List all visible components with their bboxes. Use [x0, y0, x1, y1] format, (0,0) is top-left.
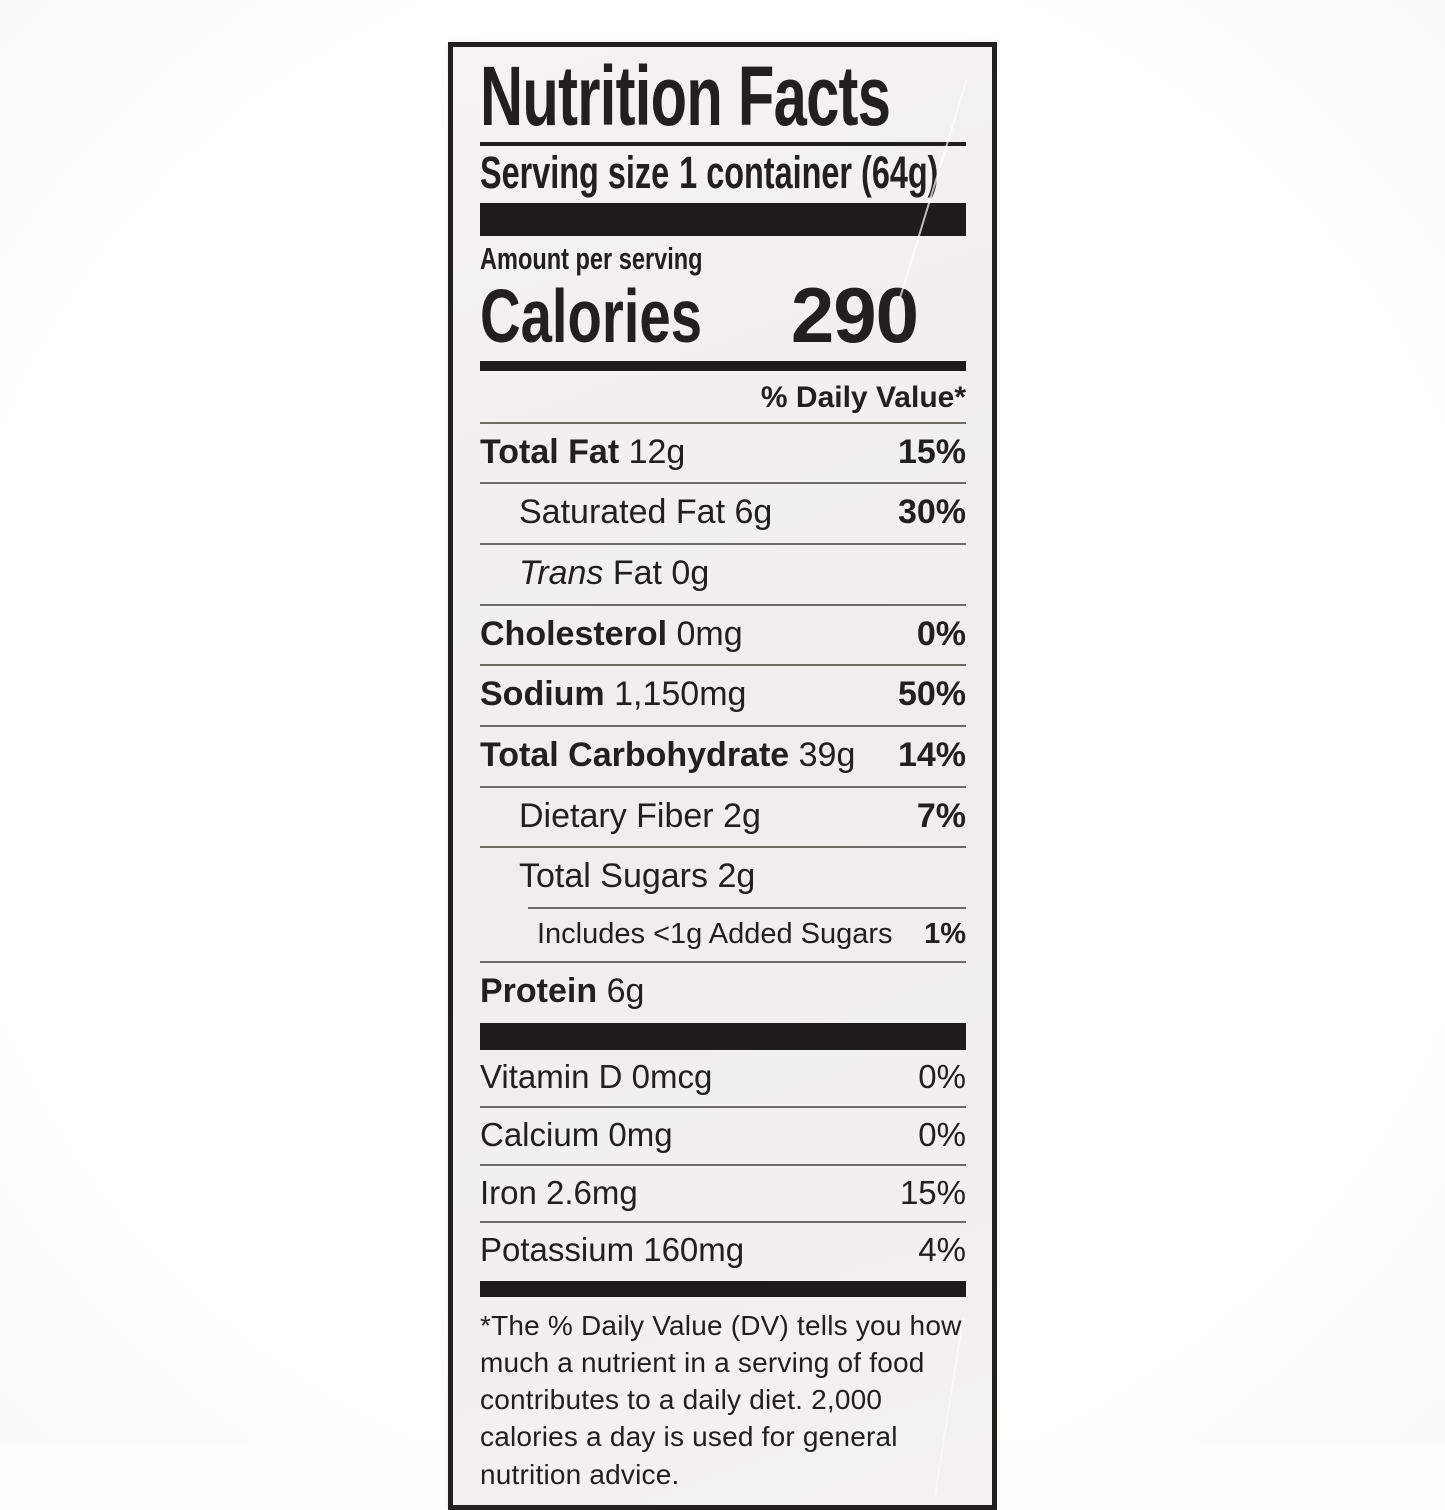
serving-size-label: Serving size [480, 146, 670, 198]
separator-line [480, 542, 966, 545]
separator-line [480, 664, 966, 667]
calories-value: 290 [790, 270, 919, 359]
separator-line [480, 421, 966, 424]
daily-value-percent: 0% [918, 1058, 966, 1096]
nutrient-name: Potassium 160mg [480, 1231, 745, 1269]
nutrient-row-saturated-fat-6g: Saturated Fat 6g 30% [480, 484, 966, 543]
title-rule [480, 141, 966, 146]
daily-value-percent: 7% [916, 796, 966, 835]
nutrient-row-trans-fat-0g: Trans Fat 0g [480, 545, 966, 604]
nutrient-row-sodium: Sodium 1,150mg 50% [480, 666, 966, 725]
daily-value-header: % Daily Value* [760, 380, 966, 414]
nutrient-name: Protein 6g [480, 971, 645, 1010]
daily-value-footnote: *The % Daily Value (DV) tells you how mu… [480, 1309, 962, 1490]
nutrient-row-dietary-fiber-2g: Dietary Fiber 2g 7% [480, 788, 966, 847]
vitamin-row-potassium: Potassium 160mg 4% [480, 1223, 966, 1279]
amount-per-serving: Amount per serving [480, 241, 703, 277]
serving-size-value: 1 container (64g) [679, 146, 939, 198]
daily-value-percent: 0% [918, 1115, 966, 1153]
nutrient-row-total-fat: Total Fat 12g 15% [480, 424, 966, 483]
daily-value-percent: 15% [897, 432, 966, 471]
divider-bar-calories [480, 360, 966, 371]
nutrient-row-total-carbohydrate: Total Carbohydrate 39g 14% [480, 727, 966, 786]
nutrient-name: Total Fat 12g [480, 432, 686, 471]
separator-line [480, 725, 966, 728]
nutrient-row-protein: Protein 6g [480, 963, 966, 1022]
nutrient-name: Saturated Fat 6g [519, 493, 773, 532]
label-title-text: Nutrition Facts [480, 49, 891, 143]
serving-size-row: Serving size 1 container (64g) [480, 149, 966, 196]
daily-value-percent: 30% [897, 493, 966, 532]
separator-line [480, 960, 966, 963]
divider-bar-thick [480, 203, 966, 237]
divider-bar-protein [480, 1023, 966, 1051]
daily-value-percent: 4% [918, 1231, 966, 1269]
separator-line [480, 785, 966, 788]
nutrient-name: Trans Fat 0g [519, 553, 710, 592]
nutrient-row-cholesterol: Cholesterol 0mg 0% [480, 606, 966, 665]
separator-line [480, 603, 966, 606]
nutrient-name: Vitamin D 0mcg [480, 1058, 713, 1096]
daily-value-percent: 50% [897, 675, 966, 714]
separator-line [528, 907, 966, 910]
divider-bar-vitamins [480, 1280, 966, 1297]
label-title: Nutrition Facts [480, 49, 966, 143]
nutrient-row-total-sugars-2g: Total Sugars 2g [480, 848, 966, 907]
nutrient-name: Total Carbohydrate 39g [480, 736, 856, 775]
calories-label: Calories [480, 273, 702, 358]
daily-value-percent: 15% [899, 1173, 966, 1211]
separator-line [480, 1105, 966, 1108]
nutrition-facts-label: Nutrition Facts Serving size 1 container … [448, 42, 997, 1510]
calories-row: Calories 290 [480, 276, 966, 354]
nutrient-name: Total Sugars 2g [519, 857, 756, 896]
nutrient-name: Includes <1g Added Sugars [537, 918, 893, 951]
nutrients-table: Total Fat 12g 15% Saturated Fat 6g 30% Trans… [480, 424, 966, 1022]
vitamin-row-iron: Iron 2.6mg 15% [480, 1166, 966, 1222]
nutrient-name: Calcium 0mg [480, 1115, 673, 1153]
nutrient-name: Dietary Fiber 2g [519, 796, 761, 835]
vitamins-table: Vitamin D 0mcg 0% Calcium 0mg 0% Iron 2.6mg 1… [480, 1050, 966, 1279]
nutrient-name: Iron 2.6mg [480, 1173, 638, 1211]
nutrient-name: Cholesterol 0mg [480, 614, 743, 653]
daily-value-percent: 0% [916, 614, 966, 653]
separator-line [480, 1163, 966, 1166]
vitamin-row-vitamin-d: Vitamin D 0mcg 0% [480, 1050, 966, 1106]
daily-value-percent: 1% [924, 918, 966, 951]
daily-value-percent: 14% [897, 736, 966, 775]
vitamin-row-calcium: Calcium 0mg 0% [480, 1108, 966, 1164]
separator-line [480, 1221, 966, 1224]
nutrient-name: Sodium 1,150mg [480, 675, 747, 714]
separator-line [480, 846, 966, 849]
separator-line [480, 482, 966, 485]
nutrient-row-includes-1g-added-sugars: Includes <1g Added Sugars 1% [528, 909, 966, 960]
